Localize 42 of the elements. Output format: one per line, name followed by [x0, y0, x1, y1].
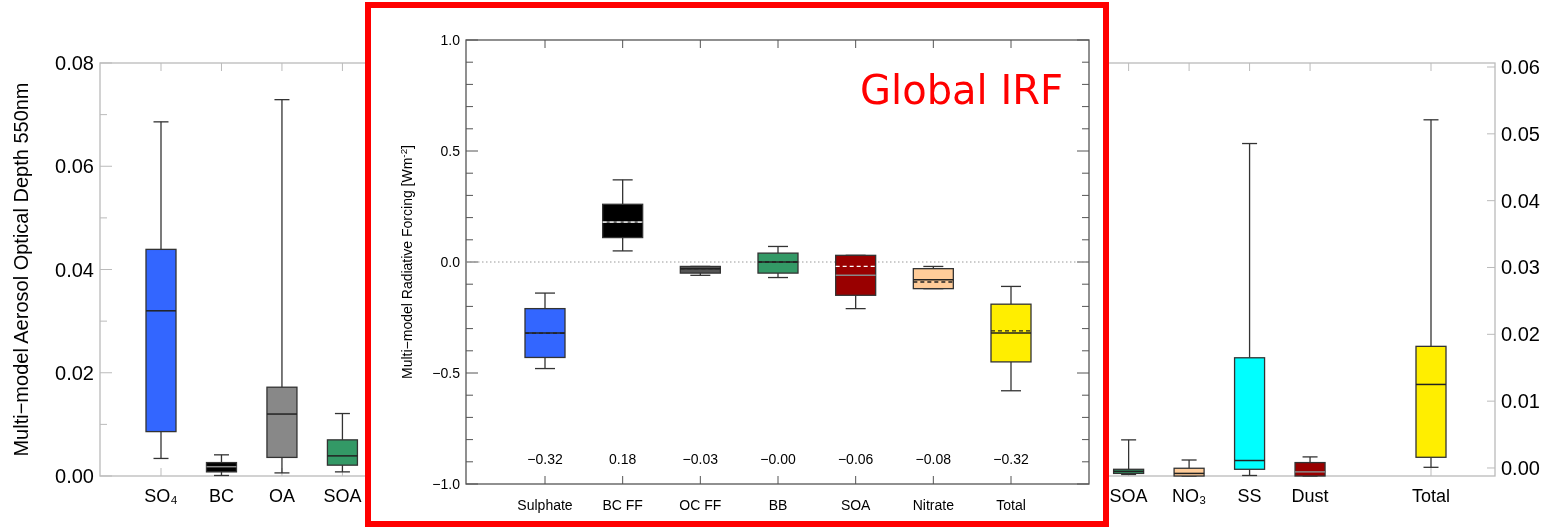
- x-tick-label: Dust: [1291, 486, 1329, 506]
- y2-tick-label: 0.02: [1501, 323, 1540, 346]
- x-tick-label: BC FF: [602, 497, 643, 513]
- y2-tick-label: 0.03: [1501, 256, 1540, 279]
- x-tick-label: SS: [1237, 486, 1262, 506]
- annotation: −0.03: [682, 451, 719, 467]
- x-tick-label: BC: [208, 486, 234, 506]
- y2-tick-label: 0.06: [1501, 56, 1540, 79]
- annotation: 0.18: [609, 451, 637, 467]
- y-tick-label: 0.06: [55, 155, 94, 178]
- x-tick-label: SO₄: [144, 486, 178, 506]
- x-tick-label: SOA: [840, 497, 872, 513]
- annotation: −0.32: [527, 451, 563, 467]
- y-tick-label: 0.5: [440, 142, 461, 159]
- y-tick-label: 0.04: [55, 258, 94, 281]
- y2-tick-label: 0.01: [1501, 390, 1540, 413]
- y-tick-label: −1.0: [432, 475, 461, 492]
- annotation: −0.00: [760, 451, 796, 467]
- x-tick-label: Total: [1411, 486, 1451, 506]
- y-tick-label: 0.08: [55, 52, 94, 74]
- y-tick-label: 0.02: [55, 361, 94, 384]
- y2-tick-label: 0.05: [1501, 122, 1540, 145]
- x-tick-label: BB: [768, 497, 788, 513]
- y2-tick-label: 0.00: [1501, 456, 1540, 479]
- x-tick-label: NO₃: [1171, 486, 1207, 506]
- y-axis-title: Multi−model Aerosol Optical Depth 550nm: [10, 82, 32, 457]
- x-tick-label: OC FF: [679, 497, 722, 513]
- y-tick-label: 0.0: [440, 253, 461, 270]
- x-tick-label: Total: [996, 497, 1026, 513]
- y-tick-label: −0.5: [432, 364, 461, 381]
- annotation: −0.08: [915, 451, 952, 467]
- x-tick-label: Nitrate: [912, 497, 955, 513]
- y-tick-label: 0.00: [55, 465, 94, 487]
- y-tick-label: 1.0: [440, 31, 461, 48]
- x-tick-label: SOA: [1109, 486, 1148, 506]
- x-tick-label: OA: [268, 486, 295, 506]
- annotation: −0.32: [993, 451, 1029, 467]
- annotation: −0.06: [837, 451, 874, 467]
- text: Global IRF: [860, 67, 1063, 113]
- x-tick-label: Sulphate: [517, 497, 573, 513]
- x-tick-label: SOA: [323, 486, 362, 506]
- y2-tick-label: 0.04: [1501, 189, 1540, 212]
